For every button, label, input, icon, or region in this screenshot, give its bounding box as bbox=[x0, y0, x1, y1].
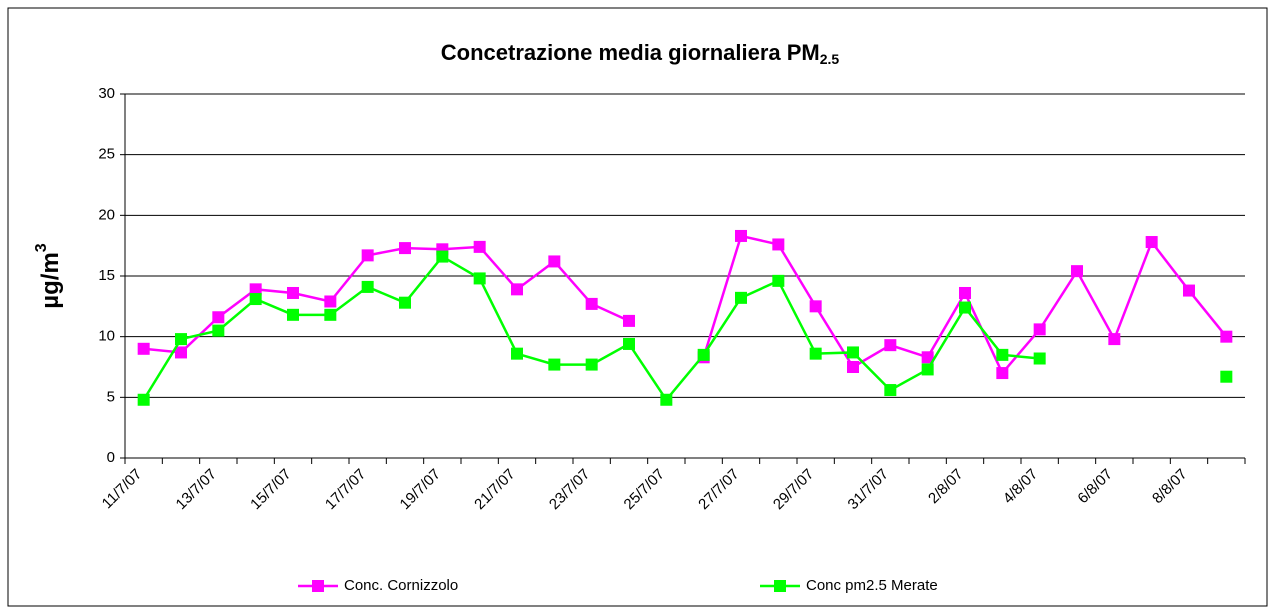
marker bbox=[175, 333, 187, 346]
marker bbox=[847, 346, 859, 359]
marker bbox=[548, 358, 561, 371]
marker bbox=[921, 351, 934, 364]
marker bbox=[399, 242, 411, 255]
marker bbox=[212, 311, 225, 324]
marker bbox=[623, 337, 635, 350]
marker bbox=[361, 249, 374, 262]
marker bbox=[585, 358, 598, 371]
marker bbox=[175, 346, 187, 359]
y-tick-label: 10 bbox=[98, 328, 115, 345]
y-tick-label: 15 bbox=[98, 267, 115, 284]
marker bbox=[312, 580, 324, 592]
marker bbox=[473, 272, 486, 285]
title-main: Concetrazione media giornaliera PM bbox=[441, 40, 820, 65]
title-subscript: 2.5 bbox=[820, 51, 840, 67]
marker bbox=[774, 580, 786, 592]
marker bbox=[772, 238, 785, 251]
legend-label: Conc pm2.5 Merate bbox=[806, 577, 938, 594]
marker bbox=[660, 393, 673, 406]
marker bbox=[1033, 323, 1046, 336]
marker bbox=[548, 255, 561, 268]
marker bbox=[511, 347, 523, 360]
marker bbox=[884, 384, 897, 397]
marker bbox=[697, 348, 710, 361]
marker bbox=[996, 348, 1009, 361]
marker bbox=[249, 293, 262, 306]
marker bbox=[585, 297, 598, 310]
marker bbox=[287, 308, 299, 321]
marker bbox=[1033, 352, 1046, 365]
y-tick-label: 0 bbox=[107, 449, 115, 466]
marker bbox=[137, 342, 150, 355]
y-tick-label: 5 bbox=[107, 388, 115, 405]
marker bbox=[324, 295, 337, 308]
series-line bbox=[143, 245, 630, 354]
marker bbox=[996, 367, 1009, 380]
marker bbox=[1108, 333, 1121, 346]
marker bbox=[1183, 284, 1195, 297]
legend-label: Conc. Cornizzolo bbox=[344, 577, 458, 594]
marker bbox=[1220, 370, 1233, 383]
marker bbox=[735, 229, 747, 242]
y-axis-label: µg/m3 bbox=[33, 243, 64, 309]
marker bbox=[473, 240, 486, 253]
marker bbox=[847, 361, 859, 373]
marker bbox=[137, 393, 150, 406]
marker bbox=[287, 286, 299, 299]
marker bbox=[809, 300, 822, 313]
marker bbox=[809, 347, 822, 360]
marker bbox=[735, 291, 747, 304]
marker bbox=[1220, 330, 1233, 343]
y-tick-label: 20 bbox=[98, 206, 115, 223]
y-tick-label: 25 bbox=[98, 146, 115, 163]
marker bbox=[324, 308, 337, 321]
marker bbox=[436, 250, 449, 263]
marker bbox=[921, 363, 934, 376]
marker bbox=[772, 274, 785, 287]
y-label-main: µg/m bbox=[37, 252, 64, 309]
marker bbox=[959, 301, 971, 314]
chart-title: Concetrazione media giornaliera PM2.5 bbox=[441, 40, 840, 67]
marker bbox=[1071, 265, 1083, 278]
marker bbox=[511, 283, 523, 296]
marker bbox=[399, 296, 411, 309]
chart-border bbox=[7, 7, 1268, 607]
marker bbox=[361, 280, 374, 293]
marker bbox=[884, 339, 897, 352]
y-tick-label: 30 bbox=[98, 85, 115, 102]
marker bbox=[959, 286, 971, 299]
marker bbox=[212, 324, 225, 337]
marker bbox=[623, 314, 635, 327]
marker bbox=[1145, 236, 1158, 249]
y-label-superscript: 3 bbox=[33, 243, 50, 252]
marker bbox=[249, 283, 262, 296]
